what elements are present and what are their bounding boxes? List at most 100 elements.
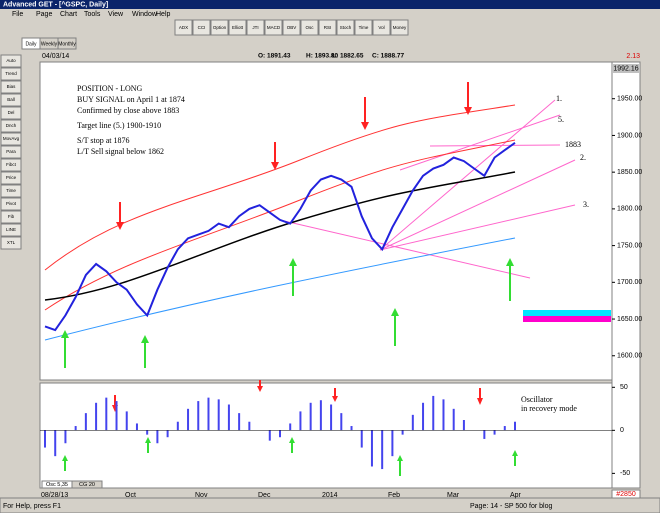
tool-button[interactable] <box>282 19 301 36</box>
y-tick-label: 1650.00 <box>617 316 642 323</box>
tool-label: Option <box>213 25 227 30</box>
signal-bar <box>523 310 611 316</box>
side-tool[interactable] <box>0 236 22 250</box>
side-tool[interactable] <box>0 158 22 172</box>
tool-label: Money <box>393 25 407 30</box>
side-label: Pivot <box>6 201 17 206</box>
status-bar <box>0 497 660 513</box>
y-tick-label: 1900.00 <box>617 132 642 139</box>
side-tool[interactable] <box>0 80 22 94</box>
tool-label: Elliott <box>232 25 244 30</box>
tool-button[interactable] <box>372 19 391 36</box>
tool-label: Stoch <box>340 25 352 30</box>
moving-average <box>44 171 516 301</box>
count: #2850 <box>616 491 636 498</box>
chart-mark: 2. <box>580 153 586 162</box>
tool-button[interactable] <box>264 19 283 36</box>
x-label: Nov <box>195 492 208 499</box>
side-tool[interactable] <box>0 210 22 224</box>
tool-button[interactable] <box>318 19 337 36</box>
chart-mark: 1883 <box>565 140 581 149</box>
tool-label: JTI <box>252 25 258 30</box>
side-label: Auto <box>6 58 16 63</box>
note: S/T stop at 1876 <box>77 136 130 145</box>
menu-item[interactable]: Chart <box>60 11 77 18</box>
side-label: MovAvg <box>3 136 20 141</box>
menu-item[interactable]: Tools <box>84 11 101 18</box>
osc-tab-label: CG 20 <box>79 482 95 488</box>
window-title: Advanced GET - [^GSPC, Daily] <box>3 0 108 8</box>
side-tool[interactable] <box>0 93 22 107</box>
side-label: XTL <box>7 240 16 245</box>
title-bar <box>0 0 660 9</box>
side-label: Para <box>6 149 16 154</box>
ohlc: O: 1891.43 <box>258 53 291 60</box>
y-tick-label: 1750.00 <box>617 242 642 249</box>
tool-label: Osc <box>305 25 314 30</box>
side-label: Del <box>8 110 15 115</box>
tool-label: Vol <box>378 25 384 30</box>
side-tool[interactable] <box>0 54 22 68</box>
tool-button[interactable] <box>228 19 247 36</box>
osc-tab[interactable] <box>71 480 103 489</box>
side-tool[interactable] <box>0 106 22 120</box>
side-tool[interactable] <box>0 197 22 211</box>
tool-label: MACD <box>267 25 281 30</box>
ohlc: L: 1882.65 <box>332 53 364 60</box>
menu-item[interactable]: View <box>108 11 124 18</box>
price-line <box>44 141 516 332</box>
tool-button[interactable] <box>390 19 409 36</box>
tab[interactable] <box>57 37 77 50</box>
x-label: Dec <box>258 492 271 499</box>
side-tool[interactable] <box>0 67 22 81</box>
tool-button[interactable] <box>354 19 373 36</box>
change: 2.13 <box>626 53 640 60</box>
note: L/T Sell signal below 1862 <box>77 147 164 156</box>
menu-item[interactable]: Help <box>156 11 171 18</box>
menu-item[interactable]: Window <box>132 11 158 18</box>
tool-button[interactable] <box>336 19 355 36</box>
tool-label: OBV <box>287 25 297 30</box>
chart-mark: 1. <box>556 94 562 103</box>
tab-label: Daily <box>25 41 37 47</box>
osc-note: in recovery mode <box>521 404 577 413</box>
x-start: 08/28/13 <box>41 492 68 499</box>
sell-arrows <box>112 82 483 412</box>
x-label: Feb <box>388 492 400 499</box>
tool-button[interactable] <box>174 19 193 36</box>
tool-button[interactable] <box>210 19 229 36</box>
side-tool[interactable] <box>0 171 22 185</box>
side-tool[interactable] <box>0 119 22 133</box>
osc-note: Oscillator <box>521 395 553 404</box>
ohlc: H: 1893.80 <box>306 53 339 60</box>
tool-button[interactable] <box>192 19 211 36</box>
tool-label: ADX <box>179 25 188 30</box>
tool-button[interactable] <box>246 19 265 36</box>
x-label: Apr <box>510 492 522 499</box>
side-tool[interactable] <box>0 223 22 237</box>
note: BUY SIGNAL on April 1 at 1874 <box>77 95 185 104</box>
menu-item[interactable]: File <box>12 11 23 18</box>
note: Confirmed by close above 1883 <box>77 106 179 115</box>
y-tick-label: 1800.00 <box>617 206 642 213</box>
side-tool[interactable] <box>0 132 22 146</box>
side-label: Dnch <box>6 123 17 128</box>
chart-mark: 3. <box>583 200 589 209</box>
trend-lines <box>279 99 576 279</box>
y-tick-label: 1950.00 <box>617 96 642 103</box>
menu-item[interactable]: Page <box>36 11 52 18</box>
side-tool[interactable] <box>0 184 22 198</box>
side-label: Price <box>6 175 17 180</box>
side-label: Fibct <box>6 162 17 167</box>
last-price-box <box>613 64 639 73</box>
side-label: Ball <box>7 97 15 102</box>
tool-button[interactable] <box>300 19 319 36</box>
x-label: Oct <box>125 492 136 499</box>
side-label: Fib <box>8 214 15 219</box>
tool-label: Time <box>359 25 369 30</box>
status-left: For Help, press F1 <box>3 503 61 510</box>
x-label: 2014 <box>322 492 338 499</box>
side-tool[interactable] <box>0 145 22 159</box>
